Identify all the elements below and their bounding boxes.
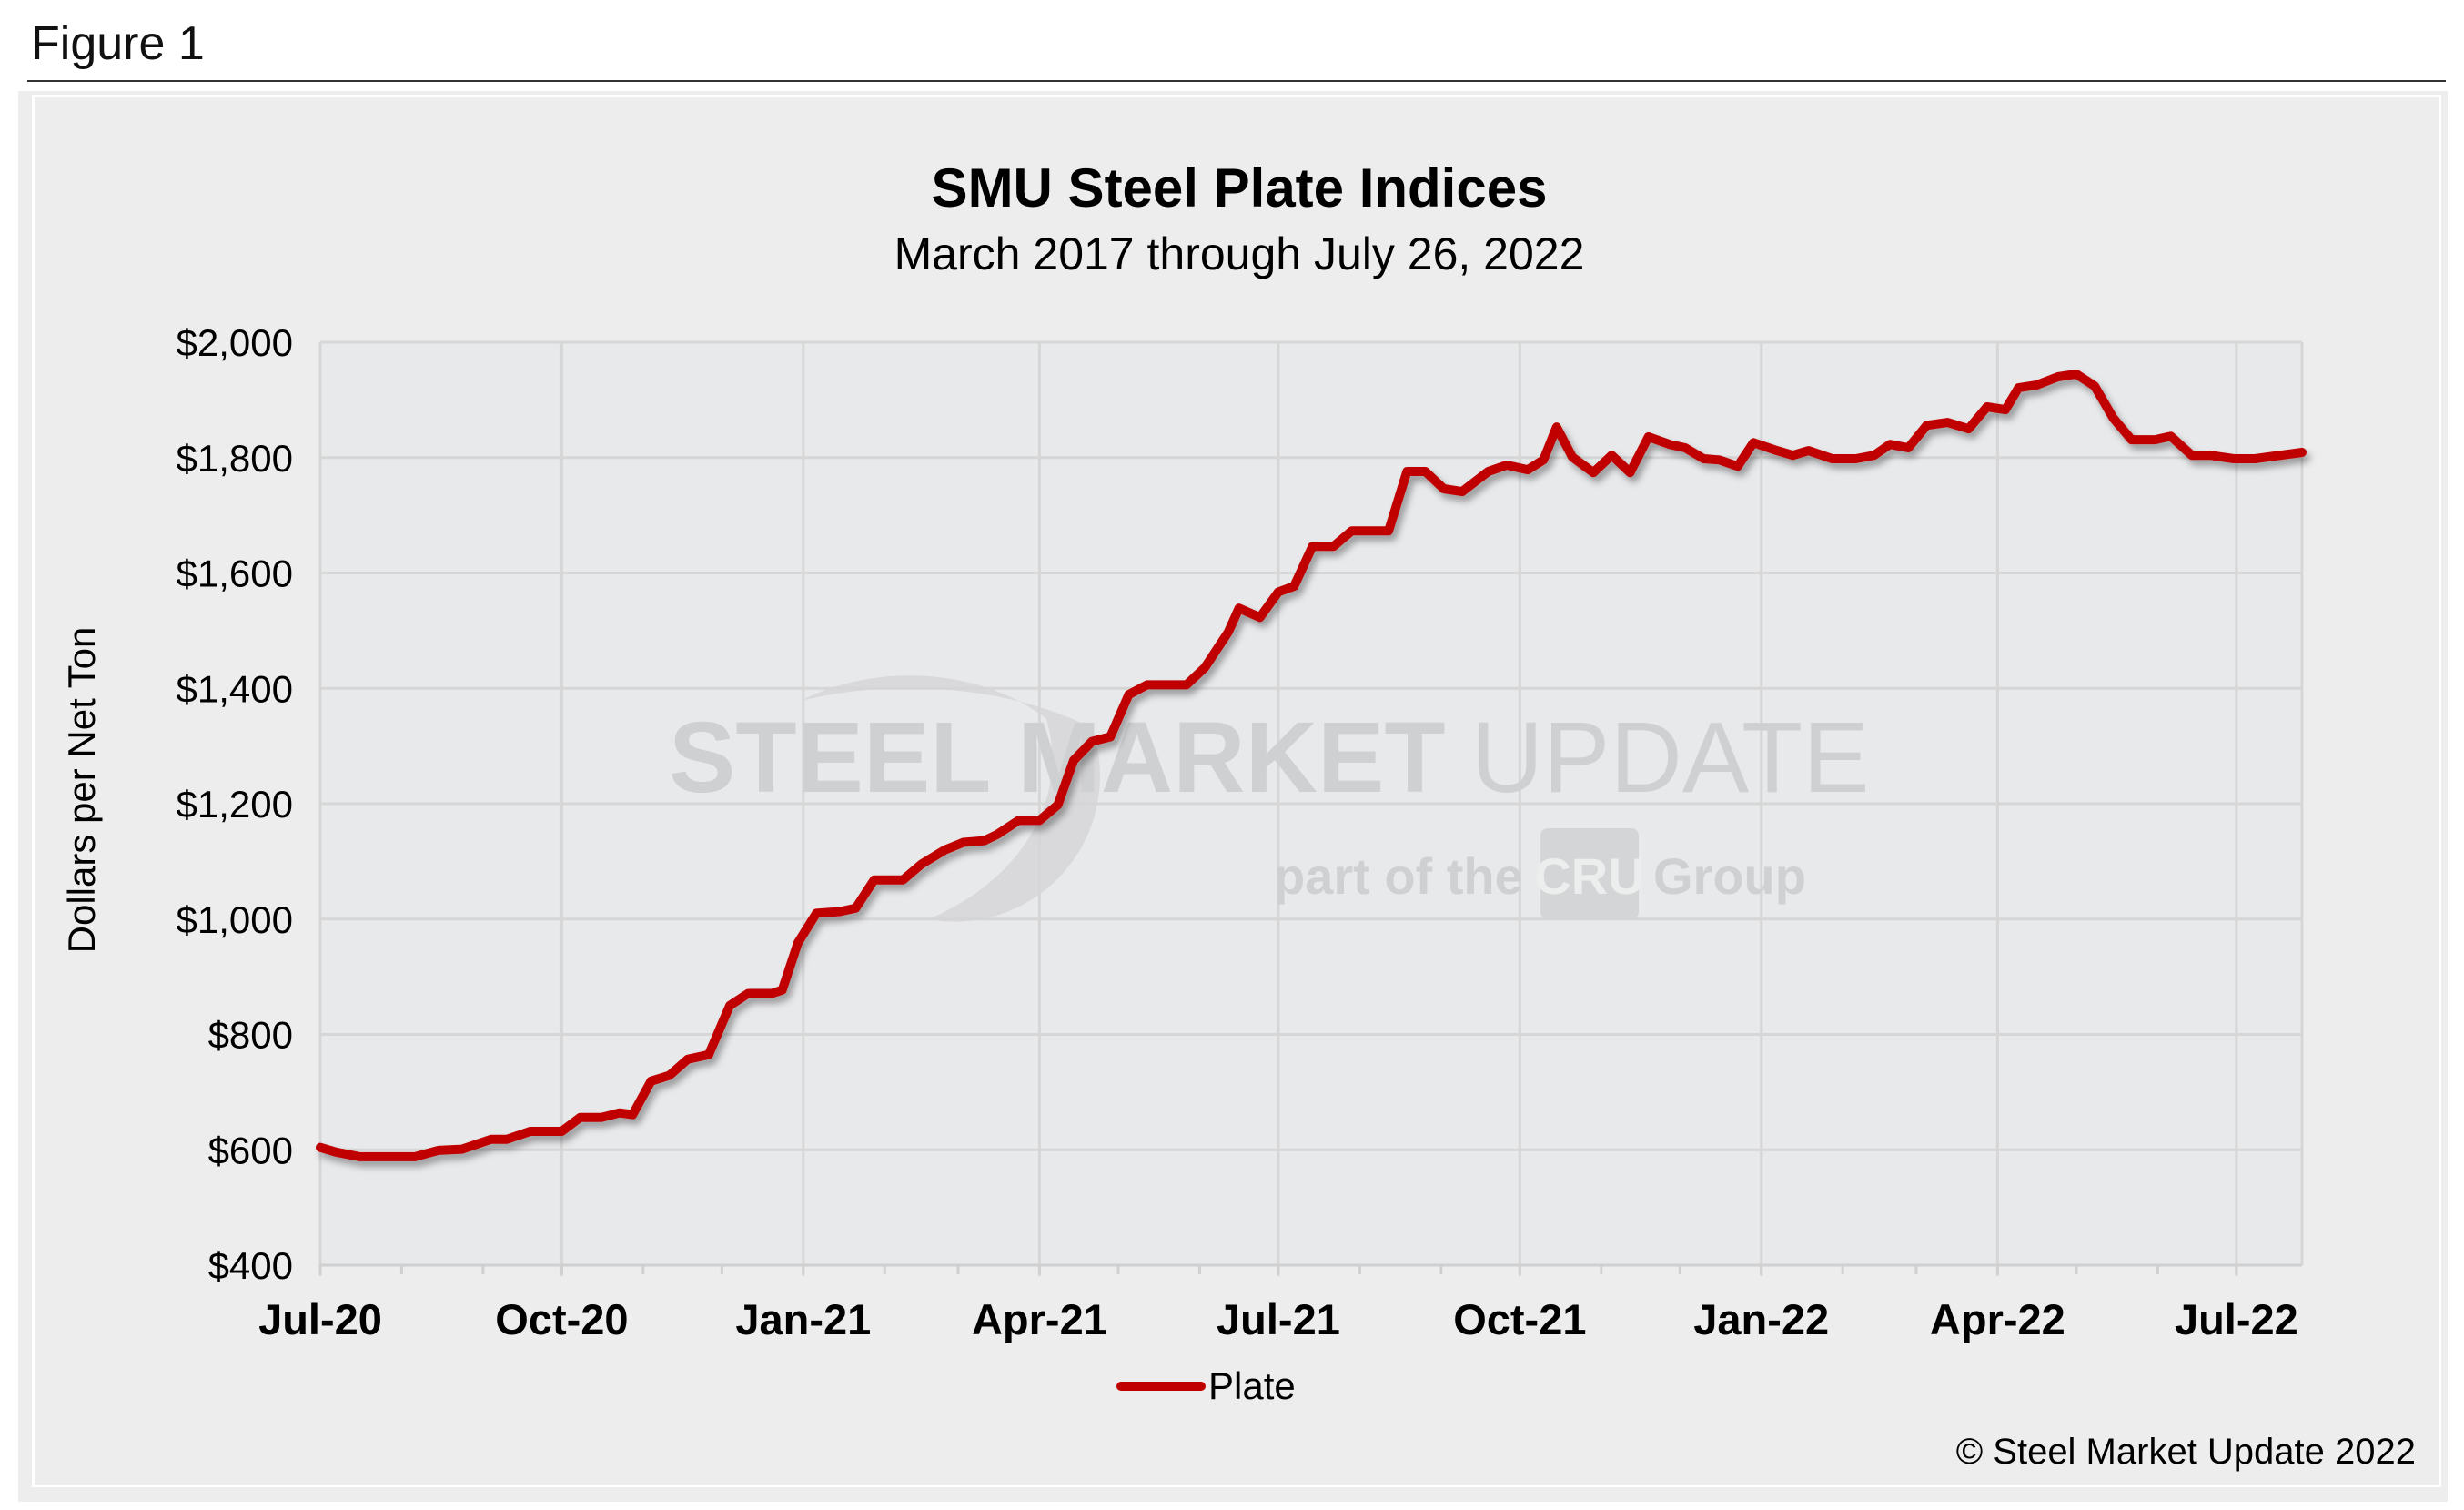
x-tick-label: Jan-22	[1693, 1295, 1829, 1343]
y-axis-ticks: $400 $600 $800 $1,000 $1,200 $1,400 $1,600 $1,8…	[177, 321, 293, 1287]
copyright: © Steel Market Update 2022	[1956, 1432, 2416, 1472]
x-tick-label: Jul-22	[2175, 1295, 2298, 1343]
y-tick-label: $1,600	[177, 552, 293, 595]
y-axis-label: Dollars per Net Ton	[60, 627, 103, 954]
watermark-part-of: part of the	[1274, 847, 1523, 905]
x-tick-label: Jul-21	[1217, 1295, 1340, 1343]
x-axis-ticks: Jul-20 Oct-20 Jan-21 Apr-21 Jul-21 Oct-21 Jan-…	[258, 1265, 2298, 1343]
divider	[27, 80, 2446, 82]
y-tick-label: $800	[208, 1014, 293, 1057]
watermark-cru: CRU	[1534, 847, 1644, 905]
y-tick-label: $1,000	[177, 898, 293, 941]
x-tick-label: Jul-20	[258, 1295, 382, 1343]
x-tick-label: Oct-21	[1453, 1295, 1586, 1343]
x-tick-label: Apr-21	[972, 1295, 1107, 1343]
chart-subtitle: March 2017 through July 26, 2022	[894, 228, 1585, 279]
legend-label-plate: Plate	[1208, 1364, 1296, 1407]
y-tick-label: $2,000	[177, 321, 293, 364]
chart-title: SMU Steel Plate Indices	[932, 157, 1548, 218]
y-tick-label: $600	[208, 1129, 293, 1171]
y-tick-label: $1,800	[177, 437, 293, 480]
x-tick-label: Jan-21	[735, 1295, 871, 1343]
y-tick-label: $400	[208, 1244, 293, 1287]
x-tick-label: Oct-20	[495, 1295, 628, 1343]
y-tick-label: $1,400	[177, 667, 293, 710]
series-line-plate	[316, 369, 2307, 1161]
watermark-logo: STEEL MARKET UPDATE part of the CRU Group	[669, 675, 1870, 922]
legend: Plate	[1116, 1364, 1296, 1407]
chart-inner-border	[32, 95, 2441, 1487]
watermark-text-light: UPDATE	[1471, 702, 1870, 814]
watermark-group: Group	[1653, 847, 1806, 905]
figure-label: Figure 1	[31, 17, 205, 70]
y-tick-label: $1,200	[177, 783, 293, 826]
x-tick-label: Apr-22	[1930, 1295, 2065, 1343]
